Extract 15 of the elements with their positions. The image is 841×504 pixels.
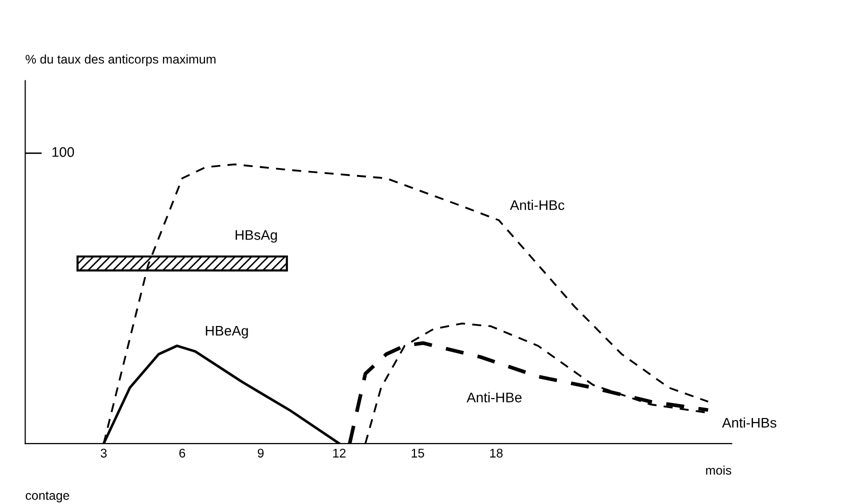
series-label: Anti-HBc — [510, 200, 564, 210]
text: 100 — [52, 147, 74, 157]
series-label: Anti-HBe — [466, 392, 522, 402]
x-tick-label: 6 — [179, 448, 186, 458]
text: contage — [26, 492, 70, 502]
series-label: Anti-HBs — [722, 417, 776, 428]
x-tick-label: 9 — [258, 448, 264, 458]
x-tick-label: 18 — [490, 448, 503, 458]
x-tick-label: 15 — [412, 448, 424, 458]
text: % du taux des anticorps maximum — [26, 54, 216, 66]
x-tick-label: 3 — [100, 448, 107, 458]
series-label: HBeAg — [206, 326, 248, 338]
x-axis-title: mois — [706, 466, 732, 475]
band-label: HBsAg — [236, 230, 277, 243]
x-tick-label: 12 — [333, 448, 346, 458]
